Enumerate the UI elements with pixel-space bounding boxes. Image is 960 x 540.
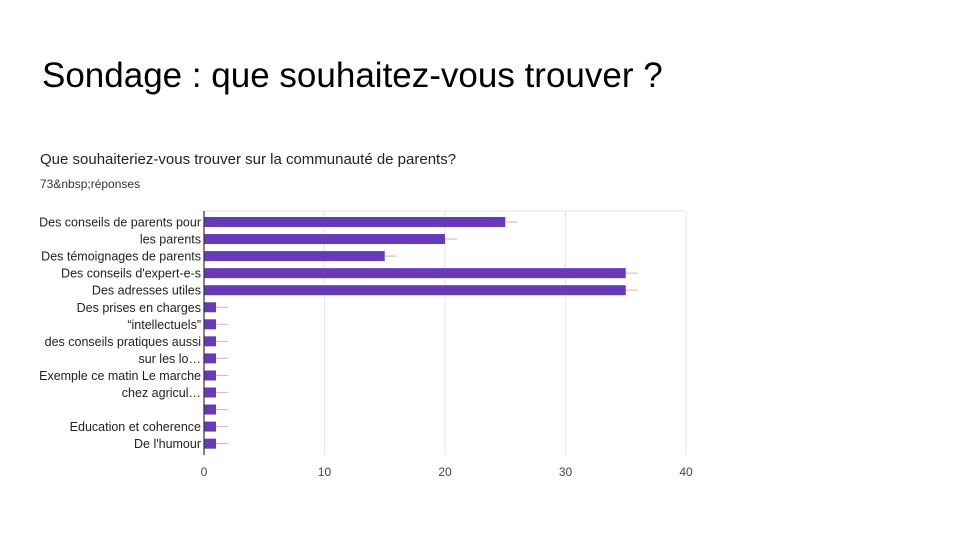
bar xyxy=(204,353,217,364)
category-label: Des conseils d'expert-e-s xyxy=(61,267,201,281)
x-tick-label: 10 xyxy=(318,465,332,479)
response-count: 73&nbsp;réponses xyxy=(40,177,141,191)
bar xyxy=(204,302,217,313)
category-label: Des conseils de parents pour xyxy=(39,216,201,230)
category-label: “intellectuels” xyxy=(127,318,201,332)
category-label: chez agricul… xyxy=(122,386,201,400)
chart-title: Que souhaiteriez-vous trouver sur la com… xyxy=(40,151,457,168)
category-label: Des témoignages de parents xyxy=(41,250,201,264)
bar xyxy=(204,319,217,330)
category-label: les parents xyxy=(140,233,201,247)
bar xyxy=(204,404,217,415)
slide-title: Sondage : que souhaitez-vous trouver ? xyxy=(42,56,663,95)
bar xyxy=(204,438,217,449)
bar xyxy=(204,251,385,262)
category-label: Exemple ce matin Le marche xyxy=(39,369,201,383)
bar xyxy=(204,268,626,279)
category-label: Education et coherence xyxy=(70,420,201,434)
x-tick-label: 0 xyxy=(201,465,208,479)
category-label: Des adresses utiles xyxy=(92,284,201,298)
x-tick-label: 20 xyxy=(438,465,452,479)
category-label: Des prises en charges xyxy=(77,301,201,315)
category-label: sur les lo… xyxy=(138,352,201,366)
bar xyxy=(204,234,445,245)
bar xyxy=(204,217,506,227)
category-label: des conseils pratiques aussi xyxy=(45,335,201,349)
x-tick-label: 40 xyxy=(679,465,693,479)
bar xyxy=(204,336,217,347)
bar xyxy=(204,387,217,398)
bar xyxy=(204,285,626,296)
category-label: De l'humour xyxy=(134,437,201,451)
bar xyxy=(204,370,217,381)
bar xyxy=(204,421,217,432)
x-tick-label: 30 xyxy=(559,465,573,479)
